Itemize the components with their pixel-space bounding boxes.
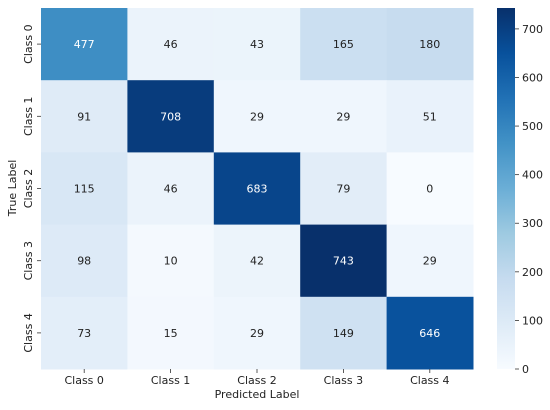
cell-value-label: 46	[164, 38, 178, 51]
heatmap-cell	[300, 8, 388, 81]
heatmap-cell	[213, 8, 301, 81]
colorbar-tick-label: 400	[522, 169, 543, 182]
y-axis-label: True Label	[6, 160, 19, 218]
heatmap-cell	[386, 296, 474, 370]
cell-value-label: 708	[160, 110, 181, 123]
x-axis-label: Predicted Label	[215, 388, 300, 401]
cell-value-label: 29	[336, 110, 350, 123]
heatmap-cell	[386, 8, 474, 81]
colorbar-tick-label: 500	[522, 120, 543, 133]
heatmap-cell	[300, 296, 388, 370]
cell-value-label: 29	[250, 327, 264, 340]
y-tick-labels: Class 0 Class 1 Class 2 Class 3 Class 4	[22, 24, 41, 353]
heatmap-cell	[127, 8, 215, 81]
cell-value-label: 165	[333, 38, 354, 51]
cell-value-label: 79	[336, 183, 350, 196]
colorbar-tick-label: 300	[522, 217, 543, 230]
x-tick-label: Class 0	[64, 374, 103, 387]
heatmap-cell	[127, 80, 215, 153]
heatmap-cell	[41, 152, 128, 226]
cell-value-label: 477	[74, 38, 95, 51]
cell-value-label: 51	[423, 110, 437, 123]
cell-value-label: 29	[250, 110, 264, 123]
cell-value-label: 0	[426, 183, 433, 196]
cell-value-label: 98	[77, 255, 91, 268]
cell-value-label: 646	[419, 327, 440, 340]
heatmap-cell	[213, 296, 301, 370]
cell-value-label: 42	[250, 255, 264, 268]
cell-value-label: 115	[74, 183, 95, 196]
cell-value-label: 743	[333, 255, 354, 268]
colorbar-tick-label: 200	[522, 266, 543, 279]
heatmap-cell	[386, 224, 474, 298]
colorbar-ticks: 0 100 200 300 400 500 600 700	[515, 23, 543, 376]
heatmap-cell	[213, 152, 301, 226]
cell-value-label: 683	[247, 183, 268, 196]
heatmap-cell	[300, 80, 388, 153]
cell-value-label: 149	[333, 327, 354, 340]
heatmap-cell	[386, 80, 474, 153]
cell-value-label: 91	[77, 110, 91, 123]
heatmap-cell	[41, 224, 128, 298]
cell-value-label: 180	[419, 38, 440, 51]
heatmap-cell	[213, 224, 301, 298]
y-tick-label: Class 2	[22, 169, 35, 208]
cell-value-label: 73	[77, 327, 91, 340]
cell-value-label: 29	[423, 255, 437, 268]
y-tick-label: Class 4	[22, 313, 35, 352]
colorbar	[497, 8, 515, 369]
heatmap-cells: 477 46 43 165 180 91 708 29 29 51 115 46 683 79 0 98 10 4…	[41, 8, 474, 370]
heatmap-cell	[213, 80, 301, 153]
y-tick-label: Class 1	[22, 97, 35, 136]
heatmap-cell	[41, 8, 128, 81]
heatmap-cell	[127, 296, 215, 370]
colorbar-tick-label: 100	[522, 314, 543, 327]
cell-value-label: 10	[164, 255, 178, 268]
x-tick-label: Class 1	[151, 374, 190, 387]
y-tick-label: Class 0	[22, 24, 35, 63]
x-tick-label: Class 4	[410, 374, 449, 387]
heatmap-cell	[300, 152, 388, 226]
colorbar-tick-label: 700	[522, 23, 543, 36]
colorbar-tick-label: 0	[522, 363, 529, 376]
colorbar-tick-label: 600	[522, 71, 543, 84]
y-tick-label: Class 3	[22, 241, 35, 280]
cell-value-label: 46	[164, 183, 178, 196]
heatmap-cell	[41, 296, 128, 370]
heatmap-cell	[386, 152, 474, 226]
heatmap-cell	[41, 80, 128, 153]
x-tick-label: Class 2	[237, 374, 276, 387]
cell-value-label: 43	[250, 38, 264, 51]
heatmap-cell	[127, 224, 215, 298]
x-tick-labels: Class 0 Class 1 Class 2 Class 3 Class 4	[64, 369, 450, 387]
x-tick-label: Class 3	[324, 374, 363, 387]
heatmap-cell	[127, 152, 215, 226]
cell-value-label: 15	[164, 327, 178, 340]
heatmap-cell	[300, 224, 388, 298]
